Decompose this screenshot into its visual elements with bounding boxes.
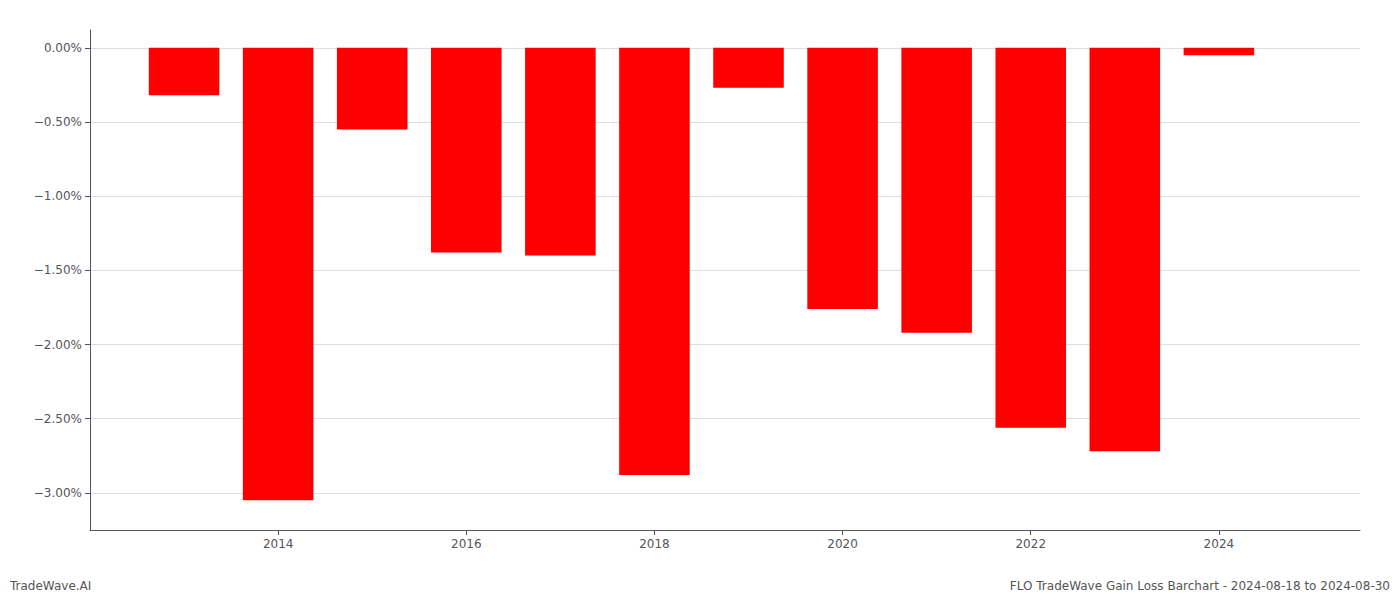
svg-text:−2.50%: −2.50% [34,412,82,426]
svg-text:2016: 2016 [451,537,482,551]
svg-text:−1.00%: −1.00% [34,189,82,203]
svg-text:2014: 2014 [263,537,294,551]
svg-text:TradeWave.AI: TradeWave.AI [9,579,91,593]
svg-text:2018: 2018 [639,537,670,551]
svg-text:0.00%: 0.00% [44,41,82,55]
svg-text:2020: 2020 [827,537,858,551]
svg-text:−1.50%: −1.50% [34,263,82,277]
svg-text:2022: 2022 [1015,537,1046,551]
svg-text:FLO TradeWave Gain Loss Barcha: FLO TradeWave Gain Loss Barchart - 2024-… [1010,579,1390,593]
svg-text:2024: 2024 [1204,537,1235,551]
svg-text:−3.00%: −3.00% [34,486,82,500]
svg-text:−2.00%: −2.00% [34,338,82,352]
svg-text:−0.50%: −0.50% [34,115,82,129]
